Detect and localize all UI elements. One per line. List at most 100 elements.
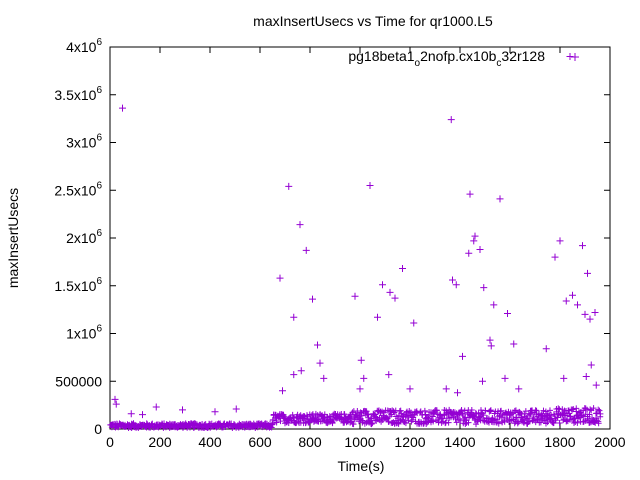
baseline-point [555,405,562,412]
baseline-point [453,419,460,426]
data-point [309,295,316,303]
baseline-point [480,412,487,419]
baseline-point [357,409,364,416]
baseline-point [595,420,602,427]
data-point [466,190,474,198]
baseline-point [414,410,421,417]
data-point [449,276,456,284]
baseline-point [273,419,280,426]
baseline-point [498,407,505,414]
data-point [119,104,126,112]
data-point [560,374,568,382]
data-point [379,281,386,289]
data-point [579,242,586,250]
data-point [447,116,455,124]
baseline-point [586,411,593,418]
baseline-point [595,406,602,413]
x-tick-label: 1400 [444,434,475,450]
data-point [584,269,591,277]
data-point [139,411,146,419]
baseline-point [521,419,528,426]
data-point [496,195,504,203]
y-axis: 0 500000 1x106 1.5x106 2x106 2.5x106 3x106 3.5x… [54,37,610,437]
baseline-point [574,419,581,426]
baseline-point [556,419,563,426]
data-point [232,405,240,413]
data-point [290,371,298,379]
data-point [279,387,286,395]
baseline-point [402,420,409,427]
baseline-point [417,408,424,415]
x-tick-label: 1600 [494,434,525,450]
baseline-point [523,415,530,422]
x-axis-label: Time(s) [338,458,385,474]
baseline-point [349,409,356,416]
data-point [127,410,135,418]
baseline-point [401,419,408,426]
data-point [391,294,399,302]
data-point [152,403,160,411]
data-point [410,319,418,327]
baseline-point [526,411,533,418]
x-tick-label: 400 [198,434,222,450]
baseline-point [487,408,494,415]
data-point [366,181,374,189]
baseline-point [494,416,501,423]
baseline-point [364,411,371,418]
data-point [285,182,293,190]
data-point [357,356,365,364]
data-point [486,336,494,344]
legend: pg18beta1o2nofp.cx10bc32r128 [348,48,579,69]
data-point [586,315,594,323]
y-tick-label: 1.5x106 [54,276,102,294]
data-point [566,53,574,61]
data-point [542,345,550,353]
x-tick-label: 0 [106,434,114,450]
baseline-point [433,407,440,414]
data-point [276,274,284,282]
data-point [582,372,590,380]
data-point [465,249,473,257]
y-tick-label: 3.5x106 [54,85,102,103]
data-point [569,291,576,299]
baseline-point [593,410,600,417]
data-point [320,374,328,382]
baseline-point [546,407,553,414]
data-point [587,361,595,369]
data-point [179,406,186,414]
data-point [581,310,589,318]
baseline-point [570,406,577,413]
data-point [211,408,219,416]
baseline-point [582,405,589,412]
data-point [574,301,581,309]
data-point [399,265,406,273]
baseline-point [485,418,492,425]
data-point [592,381,600,389]
baseline-point [405,417,412,424]
data-point [515,385,523,393]
baseline-point [369,420,376,427]
baseline-point [398,410,405,417]
data-point [296,221,304,229]
baseline-point [280,411,287,418]
data-point [360,374,368,382]
data-point [501,374,509,382]
baseline-point [534,416,541,423]
chart-title: maxInsertUsecs vs Time for qr1000.L5 [253,13,493,29]
x-tick-label: 1200 [394,434,425,450]
x-axis: 0 200 400 600 800 1000 1200 1400 1600 1800 2000 [106,47,626,450]
baseline-point [365,411,372,418]
baseline-point [308,412,315,419]
baseline-point [597,410,604,417]
baseline-point [397,417,404,424]
baseline-point [395,420,402,427]
data-point [504,309,511,317]
baseline-point [372,411,379,418]
baseline-point [388,411,395,418]
baseline-point [517,409,524,416]
plot-border [109,46,611,430]
data-point [356,385,364,393]
data-point [314,341,321,349]
baseline-point [590,405,597,412]
